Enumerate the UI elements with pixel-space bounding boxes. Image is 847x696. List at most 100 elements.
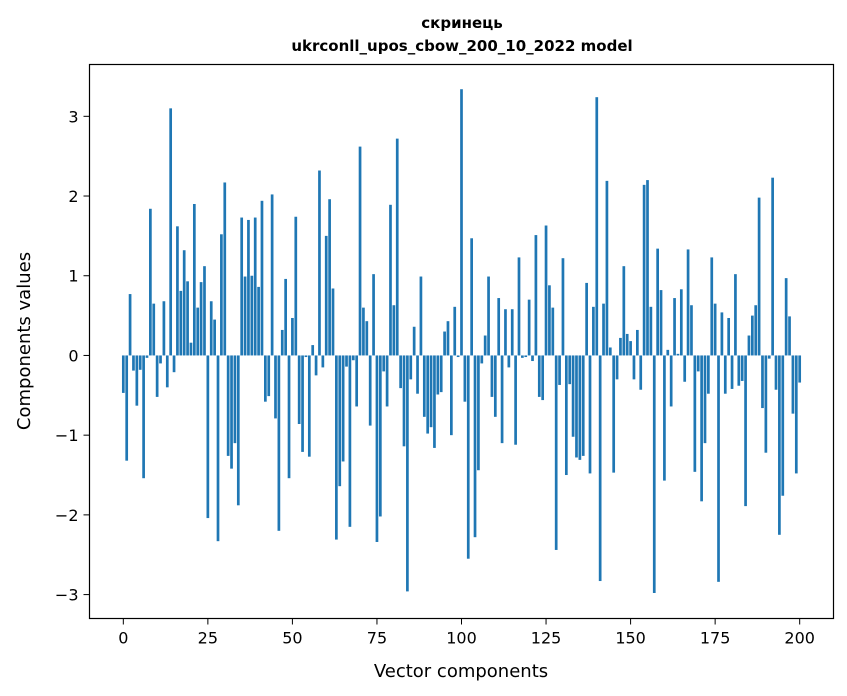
bar-198 [791, 355, 795, 414]
bar-200 [798, 355, 802, 383]
bar-183 [740, 355, 744, 381]
bar-19 [186, 281, 189, 356]
bar-146 [615, 355, 619, 380]
bar-108 [487, 276, 490, 356]
bar-158 [656, 248, 659, 356]
x-tick-label: 125 [531, 629, 562, 648]
bar-49 [287, 355, 291, 479]
bar-23 [199, 282, 203, 356]
bar-150 [629, 341, 632, 356]
bar-69 [355, 355, 359, 407]
bar-104 [473, 355, 477, 538]
bar-60 [324, 235, 328, 356]
x-axis-ticks: 0 25 50 75 100 125 150 175 200 [118, 618, 815, 648]
bar-102 [466, 355, 470, 559]
bar-44 [270, 194, 274, 356]
bar-14 [169, 108, 173, 356]
y-axis-label: Components values [14, 252, 35, 430]
bar-16 [176, 226, 179, 356]
bar-181 [734, 274, 737, 356]
bar-162 [669, 355, 673, 407]
bar-136 [581, 355, 585, 456]
bar-194 [778, 355, 781, 535]
bar-147 [619, 337, 622, 356]
bar-93 [436, 355, 440, 395]
bar-27 [213, 319, 216, 356]
bar-50 [291, 317, 294, 356]
bar-32 [230, 355, 233, 469]
bar-76 [378, 355, 382, 517]
bar-153 [639, 355, 643, 390]
bar-58 [318, 170, 321, 356]
bar-12 [162, 301, 166, 356]
x-tick-label: 50 [282, 629, 302, 648]
bar-128 [554, 355, 558, 550]
bar-137 [585, 282, 588, 356]
bar-164 [676, 353, 680, 356]
y-tick-label: 0 [68, 346, 78, 365]
bar-20 [189, 342, 193, 356]
bar-83 [402, 355, 406, 447]
bar-139 [592, 306, 595, 356]
bar-156 [649, 306, 653, 356]
bar-179 [727, 317, 731, 356]
bar-6 [142, 355, 145, 479]
bar-53 [301, 355, 304, 452]
bar-101 [463, 355, 467, 402]
bar-78 [385, 355, 389, 407]
bar-127 [551, 307, 555, 356]
bar-191 [767, 355, 771, 359]
chart-title-line-2: ukrconll_upos_cbow_200_10_2022 model [291, 37, 632, 55]
bar-106 [480, 355, 484, 364]
bar-122 [534, 235, 538, 356]
x-tick-label: 25 [198, 629, 218, 648]
bar-152 [636, 329, 639, 356]
bar-86 [412, 326, 416, 356]
bar-172 [703, 355, 707, 444]
bar-170 [696, 355, 700, 372]
bar-28 [216, 355, 220, 542]
x-tick-label: 75 [367, 629, 387, 648]
bar-109 [490, 355, 494, 397]
bar-174 [710, 257, 714, 356]
bar-143 [605, 180, 609, 356]
bar-197 [788, 316, 791, 356]
bar-43 [267, 355, 271, 397]
bar-67 [348, 355, 352, 527]
bar-17 [179, 290, 183, 356]
bar-82 [399, 355, 402, 389]
bar-9 [152, 303, 156, 356]
bar-116 [514, 355, 517, 445]
bar-84 [406, 355, 409, 592]
bar-81 [395, 138, 399, 356]
bar-61 [328, 199, 331, 356]
bar-30 [223, 182, 227, 356]
bar-165 [679, 289, 683, 356]
bar-117 [517, 257, 521, 356]
bar-112 [500, 355, 504, 444]
bar-33 [233, 355, 237, 444]
bar-62 [331, 288, 335, 356]
y-tick-label: −1 [55, 426, 79, 445]
bars-group [121, 89, 802, 593]
bar-37 [247, 219, 250, 356]
bar-121 [531, 355, 534, 362]
bar-70 [358, 146, 362, 356]
bar-96 [446, 321, 450, 356]
bar-148 [622, 266, 626, 356]
bar-167 [686, 249, 690, 356]
bar-141 [598, 355, 602, 582]
bar-115 [510, 309, 514, 356]
bar-8 [149, 208, 152, 356]
bar-51 [294, 216, 298, 356]
chart-title-line-1: скринець [421, 14, 502, 32]
bar-126 [548, 285, 551, 356]
bar-89 [422, 355, 426, 417]
bar-132 [568, 355, 572, 385]
bar-24 [203, 266, 206, 356]
bar-55 [307, 355, 311, 457]
bar-73 [368, 355, 372, 426]
bar-169 [693, 355, 697, 472]
bar-54 [304, 355, 308, 358]
bar-118 [521, 355, 524, 358]
